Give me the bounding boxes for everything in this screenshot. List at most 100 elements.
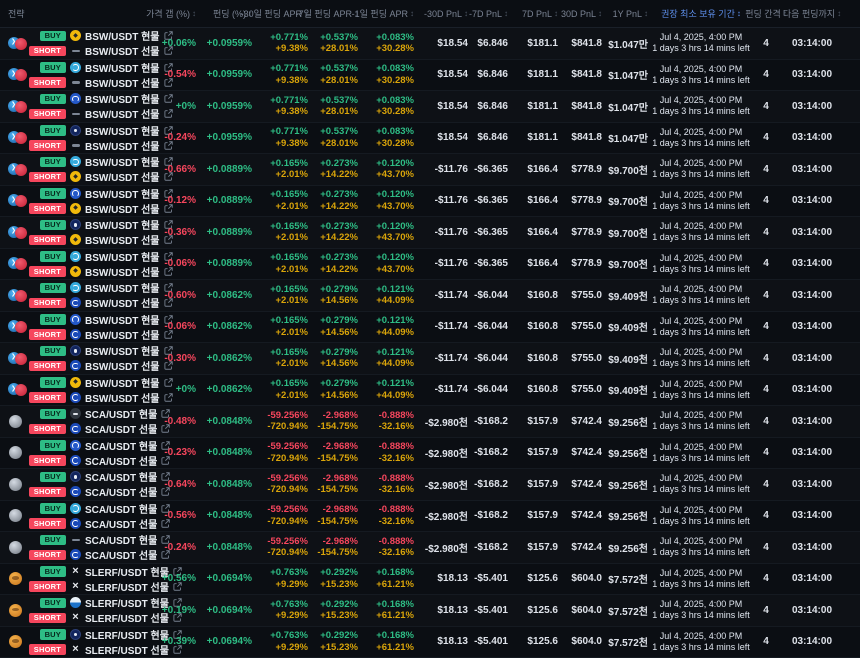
external-link-icon[interactable]: [163, 78, 173, 87]
pnl-7d-value: $157.9: [527, 478, 558, 490]
col-header-strategy: 전략: [8, 9, 25, 19]
col-header-funding[interactable]: 펀딩 (%) ↕: [212, 9, 252, 19]
sort-icon: ↕: [837, 9, 842, 18]
col-header-next-funding[interactable]: 다음 펀딩까지 ↕: [782, 9, 842, 19]
apr-30d-primary: +0.165%: [270, 378, 308, 390]
external-link-icon[interactable]: [163, 378, 173, 387]
col-header-pnl-7d[interactable]: 7D PnL ↕: [521, 8, 558, 19]
apr-7d-primary: +0.537%: [320, 31, 358, 43]
funding-interval-value: 4: [763, 573, 769, 585]
apr-30d-cell: +0.165% +2.01%: [258, 189, 314, 212]
external-link-icon[interactable]: [163, 157, 173, 166]
apr-30d-secondary: +9.29%: [275, 610, 309, 622]
funding-rate-value: +0.0694%: [206, 604, 252, 616]
external-link-icon[interactable]: [161, 504, 170, 513]
holding-countdown: 1 days 3 hrs 14 mins left: [652, 169, 750, 180]
pnl-7d-value: $166.4: [527, 163, 558, 175]
external-link-icon[interactable]: [163, 267, 173, 276]
pnl-30d-value: $778.9: [571, 226, 602, 238]
external-link-icon[interactable]: [163, 46, 173, 55]
table-row: BUY SCA/USDT 현물 SHORT SCA/USDT 선물 -: [0, 438, 860, 469]
pnl-30d-value: $742.4: [571, 447, 602, 459]
apr-7d-primary: -2.968%: [322, 504, 358, 516]
short-exchange-icon: [70, 328, 81, 340]
external-link-icon[interactable]: [163, 252, 173, 261]
external-link-icon[interactable]: [161, 472, 170, 481]
external-link-icon[interactable]: [161, 409, 170, 418]
short-badge: SHORT: [28, 392, 66, 403]
external-link-icon[interactable]: [163, 361, 173, 370]
external-link-icon[interactable]: [161, 535, 170, 544]
apr-30d-cell: -59.256% -720.94%: [258, 504, 314, 527]
min-holding-period-cell: Jul 4, 2025, 4:00 PM 1 days 3 hrs 14 mins…: [652, 158, 750, 180]
col-header-funding-interval[interactable]: 펀딩 간격 ↕: [745, 9, 787, 19]
external-link-icon[interactable]: [161, 550, 170, 559]
buy-exchange-icon: [70, 61, 81, 73]
col-header-pnl-1y[interactable]: 1Y PnL ↕: [612, 8, 648, 19]
apr-30d-secondary: +2.01%: [275, 232, 309, 244]
buy-market-label: BSW/USDT 현물: [85, 284, 160, 296]
external-link-icon[interactable]: [163, 109, 173, 118]
external-link-icon[interactable]: [163, 172, 173, 181]
external-link-icon[interactable]: [163, 126, 173, 135]
apr-7d-secondary: +14.56%: [320, 295, 358, 307]
external-link-icon[interactable]: [163, 63, 173, 72]
apr-1d-primary: +0.120%: [376, 157, 414, 169]
short-market-label: SLERF/USDT 선물: [85, 645, 169, 657]
col-header-pnl-m30d[interactable]: -30D PnL ↕: [423, 8, 468, 19]
external-link-icon[interactable]: [163, 330, 173, 339]
external-link-icon[interactable]: [161, 487, 170, 496]
external-link-icon[interactable]: [163, 235, 173, 244]
apr-7d-primary: -2.968%: [322, 472, 358, 484]
external-link-icon[interactable]: [163, 31, 173, 40]
external-link-icon[interactable]: [163, 220, 173, 229]
col-header-apr-7d[interactable]: -7일 펀딩 APR ↕: [295, 9, 358, 19]
col-header-price-gap[interactable]: 가격 갭 (%) ↕: [146, 9, 196, 19]
pnl-m30d-value: -$2.980천: [424, 543, 468, 555]
external-link-icon[interactable]: [173, 613, 182, 622]
external-link-icon[interactable]: [161, 441, 170, 450]
apr-1d-cell: +0.120% +43.70%: [364, 221, 420, 244]
external-link-icon[interactable]: [161, 424, 170, 433]
apr-7d-cell: -2.968% -154.75%: [314, 410, 364, 433]
short-market-label: BSW/USDT 선물: [85, 110, 160, 122]
external-link-icon[interactable]: [173, 567, 182, 576]
price-gap-value: -0.24%: [164, 541, 196, 553]
external-link-icon[interactable]: [163, 315, 173, 324]
sort-icon: ↕: [464, 9, 468, 18]
external-link-icon[interactable]: [173, 582, 182, 591]
apr-30d-secondary: +2.01%: [275, 326, 309, 338]
external-link-icon[interactable]: [163, 283, 173, 292]
apr-7d-secondary: +14.56%: [320, 326, 358, 338]
col-header-pnl-30d[interactable]: 30D PnL ↕: [560, 8, 602, 19]
price-gap-value: +0.06%: [161, 37, 196, 49]
col-header-apr-1d[interactable]: -1일 펀딩 APR ↕: [351, 9, 414, 19]
external-link-icon[interactable]: [163, 189, 173, 198]
external-link-icon[interactable]: [163, 393, 173, 402]
short-exchange-icon: [70, 517, 81, 529]
pnl-7d-value: $157.9: [527, 415, 558, 427]
apr-1d-primary: +0.120%: [376, 189, 414, 201]
external-link-icon[interactable]: [163, 94, 173, 103]
external-link-icon[interactable]: [163, 204, 173, 213]
external-link-icon[interactable]: [173, 630, 182, 639]
pnl-1y-value: $9.700천: [608, 260, 648, 272]
external-link-icon[interactable]: [173, 645, 182, 654]
col-header-apr-30d[interactable]: -30일 펀딩 APR ↕: [240, 9, 308, 19]
col-header-pnl-m7d[interactable]: -7D PnL ↕: [468, 8, 508, 19]
external-link-icon[interactable]: [163, 141, 173, 150]
external-link-icon[interactable]: [163, 298, 173, 307]
pnl-m30d-value: -$11.76: [434, 163, 468, 175]
holding-deadline: Jul 4, 2025, 4:00 PM: [659, 378, 743, 389]
funding-interval-value: 4: [763, 226, 769, 238]
external-link-icon[interactable]: [163, 346, 173, 355]
apr-7d-secondary: -154.75%: [317, 515, 358, 527]
apr-1d-secondary: +30.28%: [376, 74, 414, 86]
next-funding-countdown: 03:14:00: [791, 132, 833, 144]
external-link-icon[interactable]: [161, 456, 170, 465]
col-header-min-holding[interactable]: 권장 최소 보유 기간 ↕: [661, 9, 741, 19]
external-link-icon[interactable]: [173, 598, 182, 607]
apr-30d-primary: +0.165%: [270, 157, 308, 169]
funding-rate-value: +0.0862%: [206, 384, 252, 396]
external-link-icon[interactable]: [161, 519, 170, 528]
